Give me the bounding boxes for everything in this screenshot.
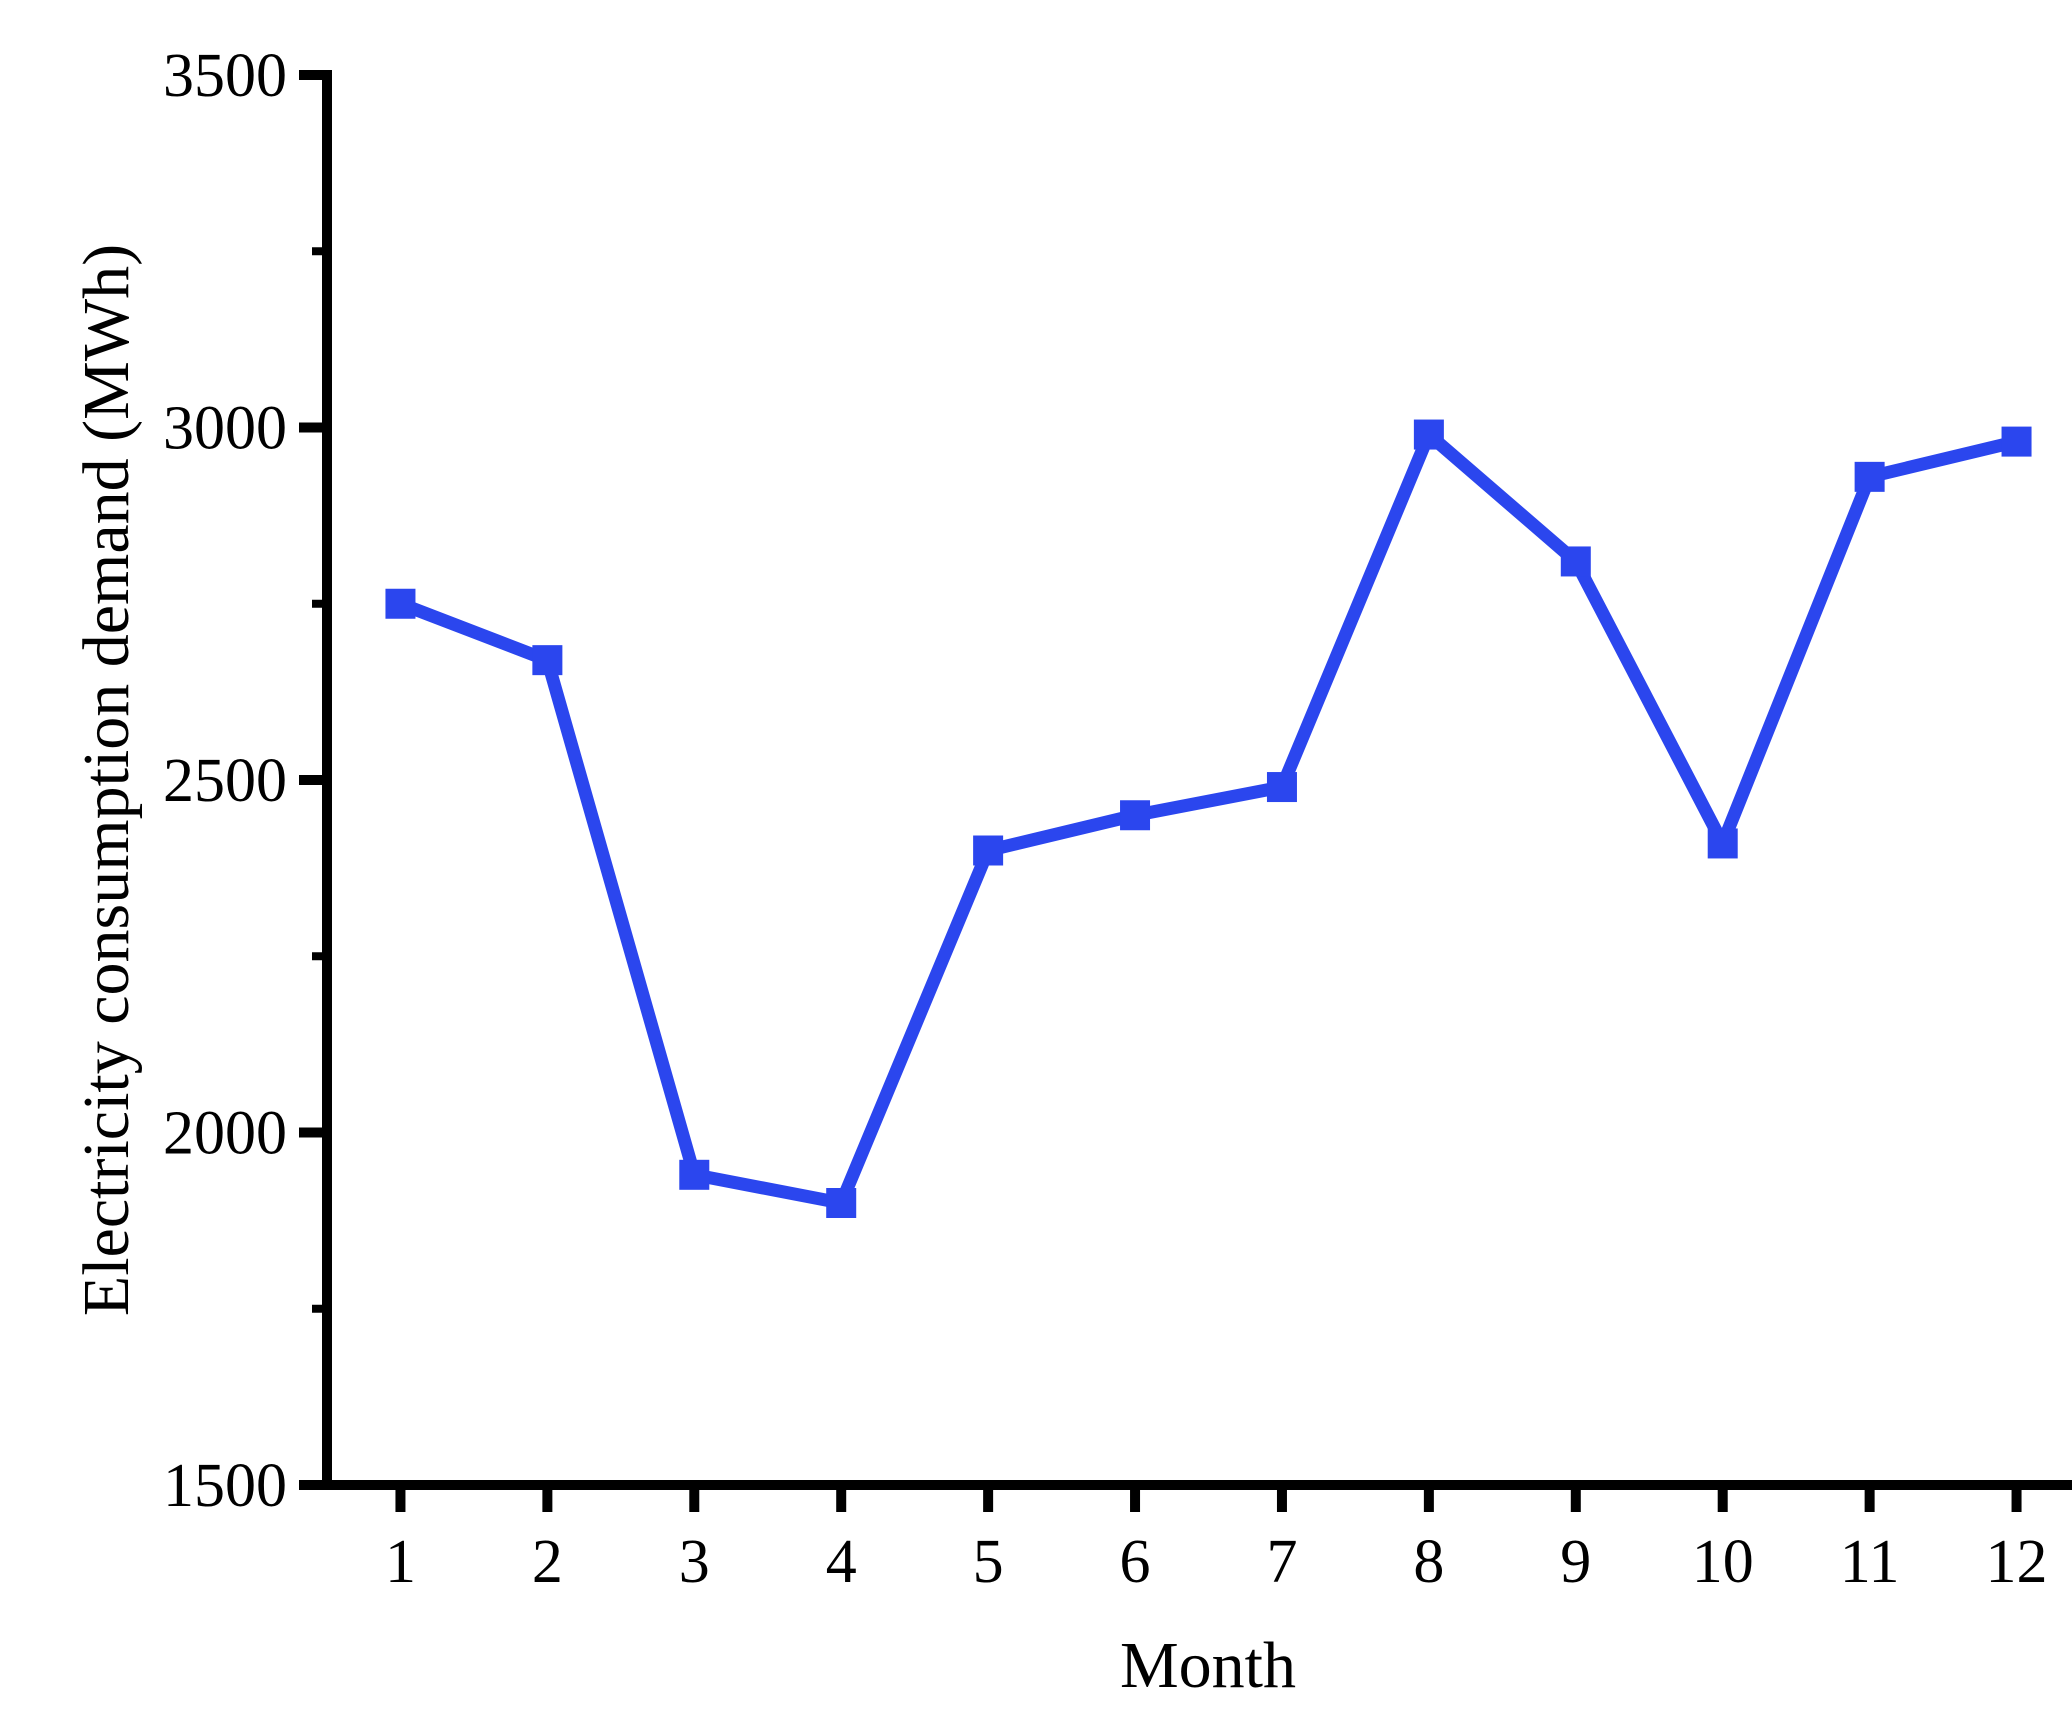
x-tick-label: 9 (1560, 1528, 1591, 1596)
y-tick-label: 3500 (163, 42, 287, 110)
y-tick-label: 2500 (163, 747, 287, 815)
data-point-marker (679, 1159, 710, 1190)
x-tick-label: 10 (1692, 1528, 1754, 1596)
series-line (393, 428, 2024, 1210)
y-axis-title: Electricity consumption demand (MWh) (70, 244, 143, 1316)
x-tick-label: 7 (1266, 1528, 1297, 1596)
x-tick-label: 3 (679, 1528, 710, 1596)
x-tick-label: 12 (1986, 1528, 2048, 1596)
x-tick-label: 6 (1120, 1528, 1151, 1596)
x-axis-title: Month (1120, 1629, 1296, 1702)
y-tick-label: 2000 (163, 1100, 287, 1168)
data-point-marker (826, 1188, 857, 1218)
data-point-marker (1707, 828, 1738, 859)
data-point-marker (385, 588, 416, 619)
axis-ticks (299, 70, 2022, 1512)
x-tick-label: 1 (385, 1528, 416, 1596)
data-point-marker (1120, 800, 1151, 831)
x-tick-label: 5 (973, 1528, 1004, 1596)
data-point-marker (1266, 772, 1297, 803)
y-tick-label: 1500 (163, 1452, 287, 1520)
x-tick-label: 8 (1413, 1528, 1444, 1596)
y-tick-label: 3000 (163, 395, 287, 463)
x-tick-label: 11 (1840, 1528, 1900, 1596)
axis-lines (322, 70, 2072, 1490)
data-point-marker (1560, 546, 1591, 577)
data-point-marker (1413, 419, 1444, 450)
chart-figure: 1500 2000 2500 3000 3500 1 2 3 4 5 6 7 8 9 10 11 12 Mont… (40, 16, 2072, 1707)
data-point-marker (973, 835, 1004, 866)
x-tick-label: 2 (532, 1528, 563, 1596)
data-point-marker (532, 645, 563, 676)
data-point-marker (1854, 461, 1885, 492)
data-point-marker (2001, 426, 2032, 457)
data-series (385, 419, 2032, 1218)
x-tick-label: 4 (826, 1528, 857, 1596)
